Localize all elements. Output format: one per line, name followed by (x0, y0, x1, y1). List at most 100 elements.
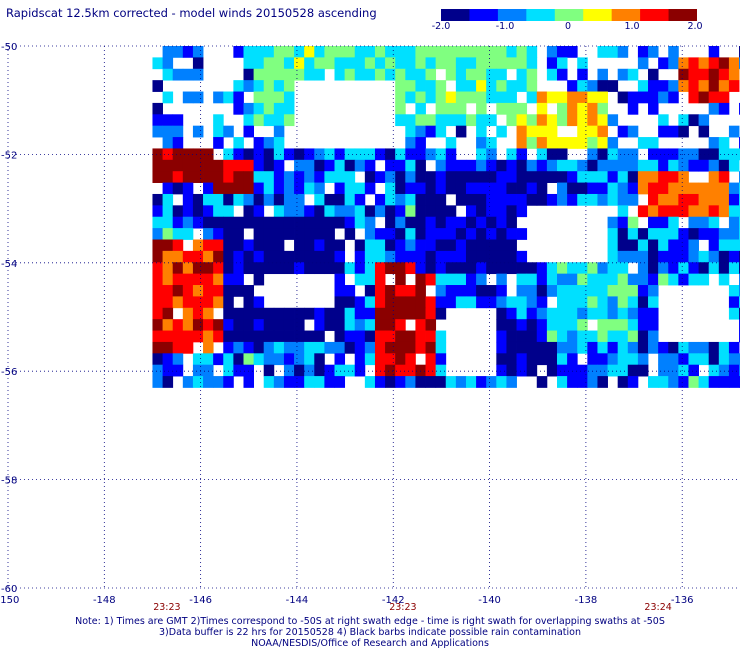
wind-cell (506, 102, 517, 115)
wind-cell (263, 228, 275, 240)
wind-cell (465, 91, 477, 104)
wind-cell (678, 262, 689, 275)
wind-cell (577, 285, 588, 297)
wind-cell (273, 102, 285, 115)
wind-cell (728, 341, 740, 354)
wind-cell (304, 341, 315, 354)
wind-cell (516, 68, 528, 81)
wind-cell (728, 228, 740, 240)
wind-cell (708, 137, 720, 149)
wind-cell (506, 57, 517, 70)
wind-cell (283, 330, 295, 343)
wind-cell (344, 148, 356, 161)
wind-cell (213, 91, 224, 104)
wind-cell (425, 205, 437, 218)
wind-cell (617, 330, 629, 343)
wind-cell (506, 250, 517, 263)
wind-cell (445, 262, 457, 275)
wind-cell (658, 376, 669, 388)
wind-cell (263, 114, 275, 127)
y-tick-label: -54 (1, 259, 17, 270)
wind-cell (192, 216, 204, 229)
wind-cell (648, 205, 659, 218)
wind-cell (243, 353, 255, 366)
wind-cell (374, 307, 386, 320)
wind-cell (465, 205, 477, 218)
wind-cell (263, 171, 275, 183)
wind-cell (546, 114, 558, 127)
wind-cell (405, 57, 416, 70)
wind-cell (364, 341, 376, 354)
wind-cell (627, 193, 639, 206)
wind-cell (465, 216, 477, 229)
wind-cell (648, 376, 659, 388)
wind-cell (152, 148, 163, 161)
wind-cell (526, 80, 538, 92)
wind-cell (445, 68, 457, 81)
wind-cell (486, 182, 497, 195)
wind-cell (172, 239, 184, 252)
wind-cell (192, 46, 204, 58)
wind-cell (546, 353, 558, 366)
wind-cell (516, 273, 528, 286)
wind-cell (516, 102, 528, 115)
wind-cell (496, 182, 507, 195)
wind-cell (597, 159, 608, 172)
wind-cell (354, 205, 366, 218)
wind-cell (213, 125, 224, 138)
wind-cell (658, 193, 669, 206)
wind-cell (203, 159, 214, 172)
wind-cell (607, 296, 619, 309)
wind-cell (314, 171, 325, 183)
wind-cell (334, 319, 346, 331)
wind-cell (708, 102, 720, 115)
wind-cell (435, 353, 447, 366)
wind-cell (233, 228, 244, 240)
wind-cell (374, 262, 386, 275)
wind-cell (162, 341, 174, 354)
wind-cell (344, 193, 356, 206)
wind-cell (162, 125, 174, 138)
wind-cell (496, 102, 507, 115)
wind-cell (698, 273, 710, 286)
wind-cell (728, 148, 740, 161)
wind-cell (253, 68, 265, 81)
wind-cell (698, 205, 710, 218)
wind-cell (607, 262, 619, 275)
wind-cell (213, 228, 224, 240)
wind-cell (253, 216, 265, 229)
wind-cell (496, 228, 507, 240)
wind-cell (567, 353, 578, 366)
wind-cell (587, 114, 598, 127)
wind-cell (536, 137, 548, 149)
wind-cell (152, 307, 163, 320)
wind-cell (718, 376, 730, 388)
wind-cell (728, 250, 740, 263)
wind-cell (688, 57, 699, 70)
wind-cell (324, 262, 335, 275)
wind-cell (587, 273, 598, 286)
x-tick-label: -144 (286, 595, 309, 606)
wind-cell (718, 68, 730, 81)
wind-cell (435, 80, 447, 92)
wind-cell (496, 239, 507, 252)
wind-cell (405, 137, 416, 149)
wind-cell (395, 114, 406, 127)
wind-cell (253, 330, 265, 343)
wind-cell (243, 125, 255, 138)
wind-cell (708, 228, 720, 240)
wind-cell (283, 193, 295, 206)
wind-cell (577, 376, 588, 388)
wind-cell (516, 148, 528, 161)
wind-cell (233, 91, 244, 104)
wind-cell (435, 216, 447, 229)
wind-cell (395, 353, 406, 366)
wind-cell (607, 273, 619, 286)
wind-cell (354, 307, 366, 320)
wind-cell (607, 285, 619, 297)
wind-cell (486, 137, 497, 149)
wind-cell (364, 205, 376, 218)
wind-cell (465, 57, 477, 70)
wind-cell (567, 80, 578, 92)
wind-cell (334, 205, 346, 218)
